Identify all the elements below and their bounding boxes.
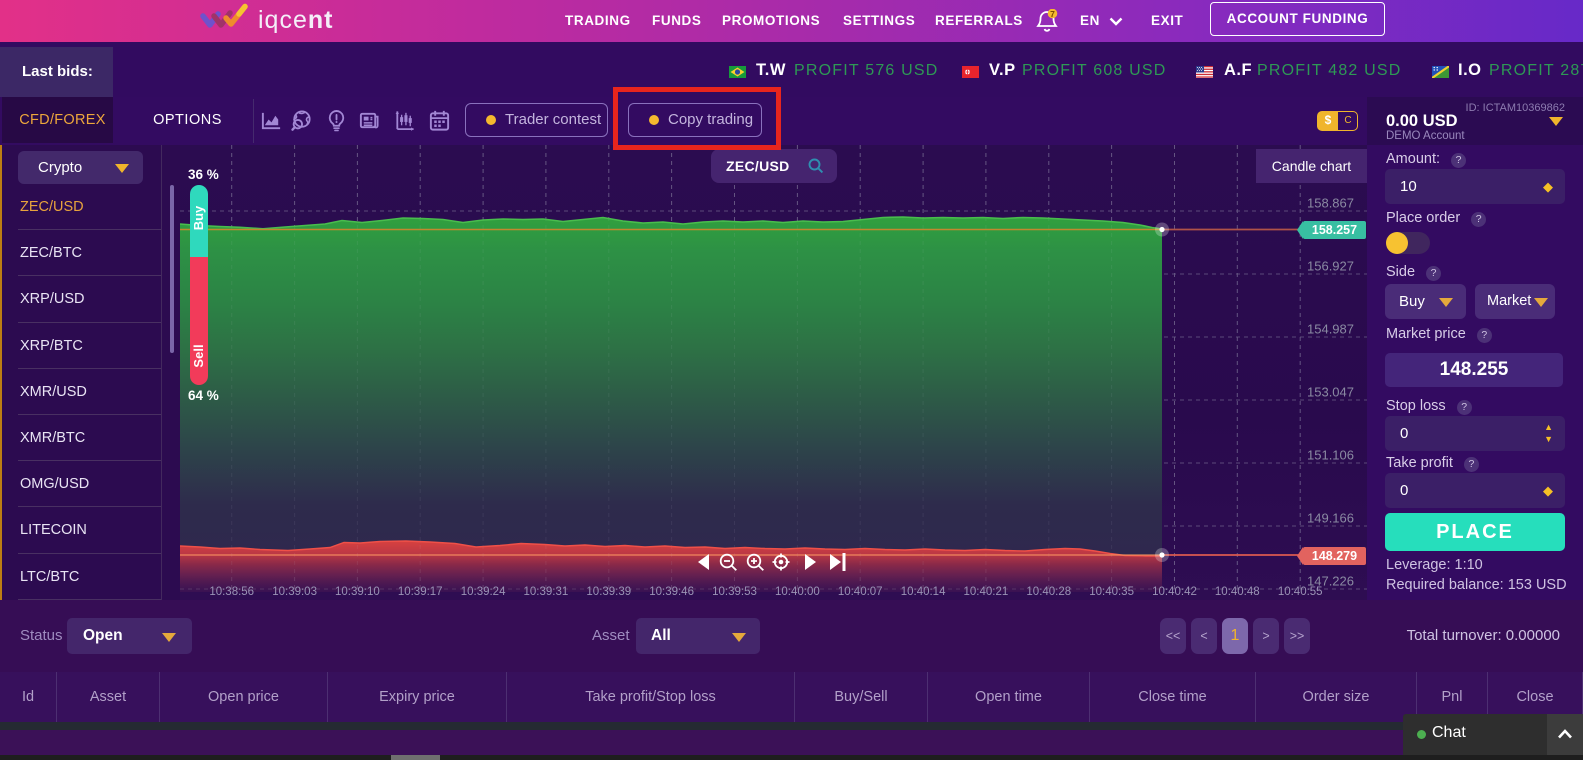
svg-text:10:39:39: 10:39:39 xyxy=(586,586,631,598)
svg-text:10:39:53: 10:39:53 xyxy=(712,586,757,598)
svg-text:10:40:14: 10:40:14 xyxy=(901,586,946,598)
svg-text:10:39:46: 10:39:46 xyxy=(649,586,694,598)
svg-text:10:40:21: 10:40:21 xyxy=(964,586,1009,598)
svg-text:151.106: 151.106 xyxy=(1307,448,1354,463)
svg-text:10:40:42: 10:40:42 xyxy=(1152,586,1197,598)
svg-text:10:40:00: 10:40:00 xyxy=(775,586,820,598)
svg-text:10:39:24: 10:39:24 xyxy=(461,586,506,598)
svg-text:149.166: 149.166 xyxy=(1307,511,1354,526)
svg-text:7: 7 xyxy=(1050,9,1055,19)
svg-text:10:39:31: 10:39:31 xyxy=(524,586,569,598)
svg-text:156.927: 156.927 xyxy=(1307,259,1354,274)
svg-text:10:39:10: 10:39:10 xyxy=(335,586,380,598)
svg-text:10:39:17: 10:39:17 xyxy=(398,586,443,598)
svg-text:10:40:35: 10:40:35 xyxy=(1089,586,1134,598)
svg-text:10:40:07: 10:40:07 xyxy=(838,586,883,598)
svg-text:10:40:48: 10:40:48 xyxy=(1215,586,1260,598)
svg-text:147.226: 147.226 xyxy=(1307,574,1354,589)
svg-text:10:40:28: 10:40:28 xyxy=(1026,586,1071,598)
svg-text:10:38:56: 10:38:56 xyxy=(209,586,254,598)
svg-text:158.867: 158.867 xyxy=(1307,196,1354,211)
svg-text:10:39:03: 10:39:03 xyxy=(272,586,317,598)
svg-text:10:40:55: 10:40:55 xyxy=(1278,586,1323,598)
svg-text:154.987: 154.987 xyxy=(1307,322,1354,337)
svg-text:153.047: 153.047 xyxy=(1307,385,1354,400)
